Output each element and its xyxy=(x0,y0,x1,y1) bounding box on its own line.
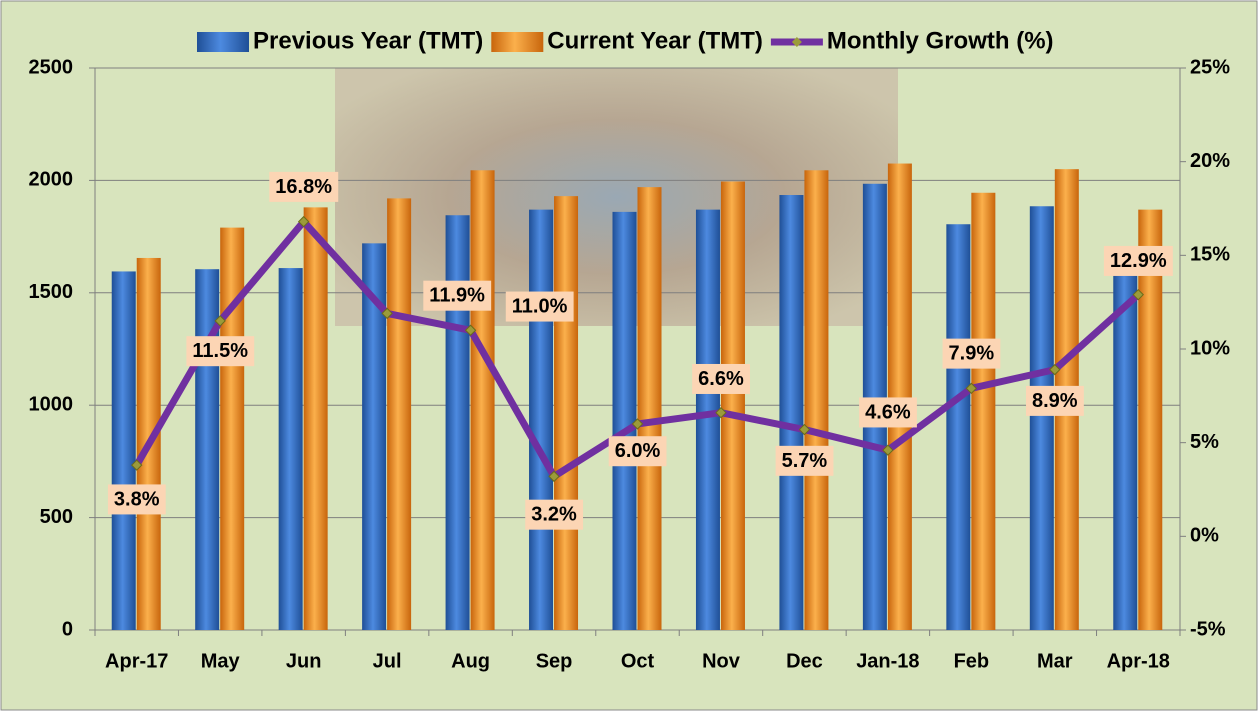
data-label-text: 6.0% xyxy=(615,440,661,462)
data-label: 11.9% xyxy=(423,281,491,311)
data-label-text: 12.9% xyxy=(1110,250,1167,272)
bar xyxy=(554,196,578,630)
x-tick-label: May xyxy=(201,650,241,672)
x-tick-label: Jun xyxy=(286,650,322,672)
bar xyxy=(279,268,303,630)
data-label: 8.9% xyxy=(1026,386,1084,416)
legend-label: Previous Year (TMT) xyxy=(253,27,483,54)
y2-tick-label: 15% xyxy=(1190,244,1230,266)
y2-tick-label: 20% xyxy=(1190,150,1230,172)
y-tick-label: 500 xyxy=(40,506,73,528)
y-tick-label: 1500 xyxy=(29,281,74,303)
x-tick-label: Mar xyxy=(1037,650,1073,672)
x-tick-label: Jul xyxy=(373,650,402,672)
bar xyxy=(446,215,470,630)
data-label-text: 8.9% xyxy=(1032,390,1078,412)
bar xyxy=(529,210,553,630)
legend-label: Monthly Growth (%) xyxy=(827,27,1054,54)
bar xyxy=(304,207,328,630)
bar xyxy=(387,198,411,630)
bar xyxy=(779,195,803,630)
bar xyxy=(471,170,495,630)
data-label: 6.6% xyxy=(692,364,750,394)
x-tick-label: Nov xyxy=(702,650,741,672)
legend: Previous Year (TMT) Current Year (TMT) Mon… xyxy=(197,27,1054,54)
bar xyxy=(696,210,720,630)
y2-tick-label: 5% xyxy=(1190,431,1219,453)
legend-label: Current Year (TMT) xyxy=(547,27,763,54)
data-label: 16.8% xyxy=(269,172,338,202)
bar xyxy=(638,187,662,630)
data-label: 12.9% xyxy=(1104,246,1173,276)
y-tick-label: 0 xyxy=(62,618,73,640)
data-label-text: 11.9% xyxy=(429,285,485,307)
data-label: 11.5% xyxy=(186,336,254,366)
data-label: 5.7% xyxy=(776,446,834,476)
y2-tick-label: -5% xyxy=(1190,618,1226,640)
y-tick-label: 2500 xyxy=(29,56,74,78)
bar xyxy=(971,193,995,630)
bar xyxy=(721,182,745,630)
bar xyxy=(888,164,912,630)
y-tick-label: 2000 xyxy=(29,169,74,191)
y-tick-label: 1000 xyxy=(29,393,74,415)
data-label: 7.9% xyxy=(943,339,1001,369)
legend-swatch xyxy=(491,32,543,52)
x-tick-label: Oct xyxy=(621,650,655,672)
bar xyxy=(946,224,970,630)
y2-tick-label: 10% xyxy=(1190,337,1230,359)
bar xyxy=(1030,206,1054,630)
legend-swatch xyxy=(197,32,249,52)
x-tick-label: Apr-18 xyxy=(1107,650,1170,672)
bar xyxy=(613,212,637,630)
x-tick-label: Sep xyxy=(536,650,573,672)
bar xyxy=(804,170,828,630)
data-label-text: 3.2% xyxy=(531,504,577,526)
x-tick-label: Aug xyxy=(451,650,490,672)
y2-tick-label: 0% xyxy=(1190,525,1219,547)
data-label: 4.6% xyxy=(859,397,917,427)
data-label-text: 6.6% xyxy=(698,368,744,390)
data-label-text: 11.5% xyxy=(192,340,248,362)
bar xyxy=(112,271,136,630)
data-label: 6.0% xyxy=(609,436,667,466)
data-label: 3.8% xyxy=(108,484,166,514)
y2-tick-label: 25% xyxy=(1190,56,1230,78)
data-label-text: 3.8% xyxy=(114,488,160,510)
bar xyxy=(220,228,244,630)
data-label-text: 16.8% xyxy=(275,176,332,198)
x-tick-label: Apr-17 xyxy=(105,650,168,672)
x-tick-label: Dec xyxy=(786,650,823,672)
x-tick-label: Jan-18 xyxy=(856,650,919,672)
data-label: 3.2% xyxy=(525,500,583,530)
x-tick-label: Feb xyxy=(954,650,990,672)
data-label-text: 5.7% xyxy=(782,450,828,472)
data-label-text: 11.0% xyxy=(512,296,568,318)
data-label-text: 7.9% xyxy=(949,343,995,365)
chart: 0 500 1000 1500 2000 2500 -5% 0% 5% 10% 15% 20% 25% A… xyxy=(0,0,1258,711)
data-label-text: 4.6% xyxy=(865,401,911,423)
data-label: 11.0% xyxy=(506,292,574,322)
